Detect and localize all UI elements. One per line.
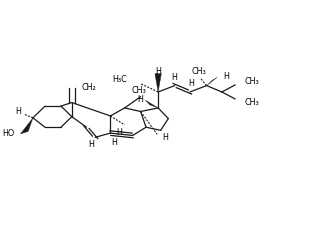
- Text: H: H: [171, 73, 177, 82]
- Text: H: H: [162, 133, 168, 142]
- Text: CH₃: CH₃: [245, 98, 260, 107]
- Text: HO: HO: [3, 129, 15, 138]
- Text: H: H: [223, 72, 229, 81]
- Polygon shape: [145, 100, 158, 108]
- Text: H: H: [155, 67, 161, 76]
- Polygon shape: [155, 74, 161, 92]
- Text: H: H: [88, 140, 94, 149]
- Polygon shape: [20, 118, 33, 134]
- Text: CH₃: CH₃: [191, 67, 206, 76]
- Text: H: H: [188, 79, 194, 88]
- Text: H: H: [111, 138, 117, 147]
- Polygon shape: [207, 77, 217, 86]
- Text: H: H: [137, 95, 143, 104]
- Text: CH₃: CH₃: [245, 77, 260, 86]
- Text: H₃C: H₃C: [112, 75, 127, 84]
- Text: CH₂: CH₂: [81, 84, 96, 92]
- Text: CH₃: CH₃: [132, 86, 146, 95]
- Text: H: H: [116, 128, 122, 137]
- Text: H: H: [16, 107, 21, 116]
